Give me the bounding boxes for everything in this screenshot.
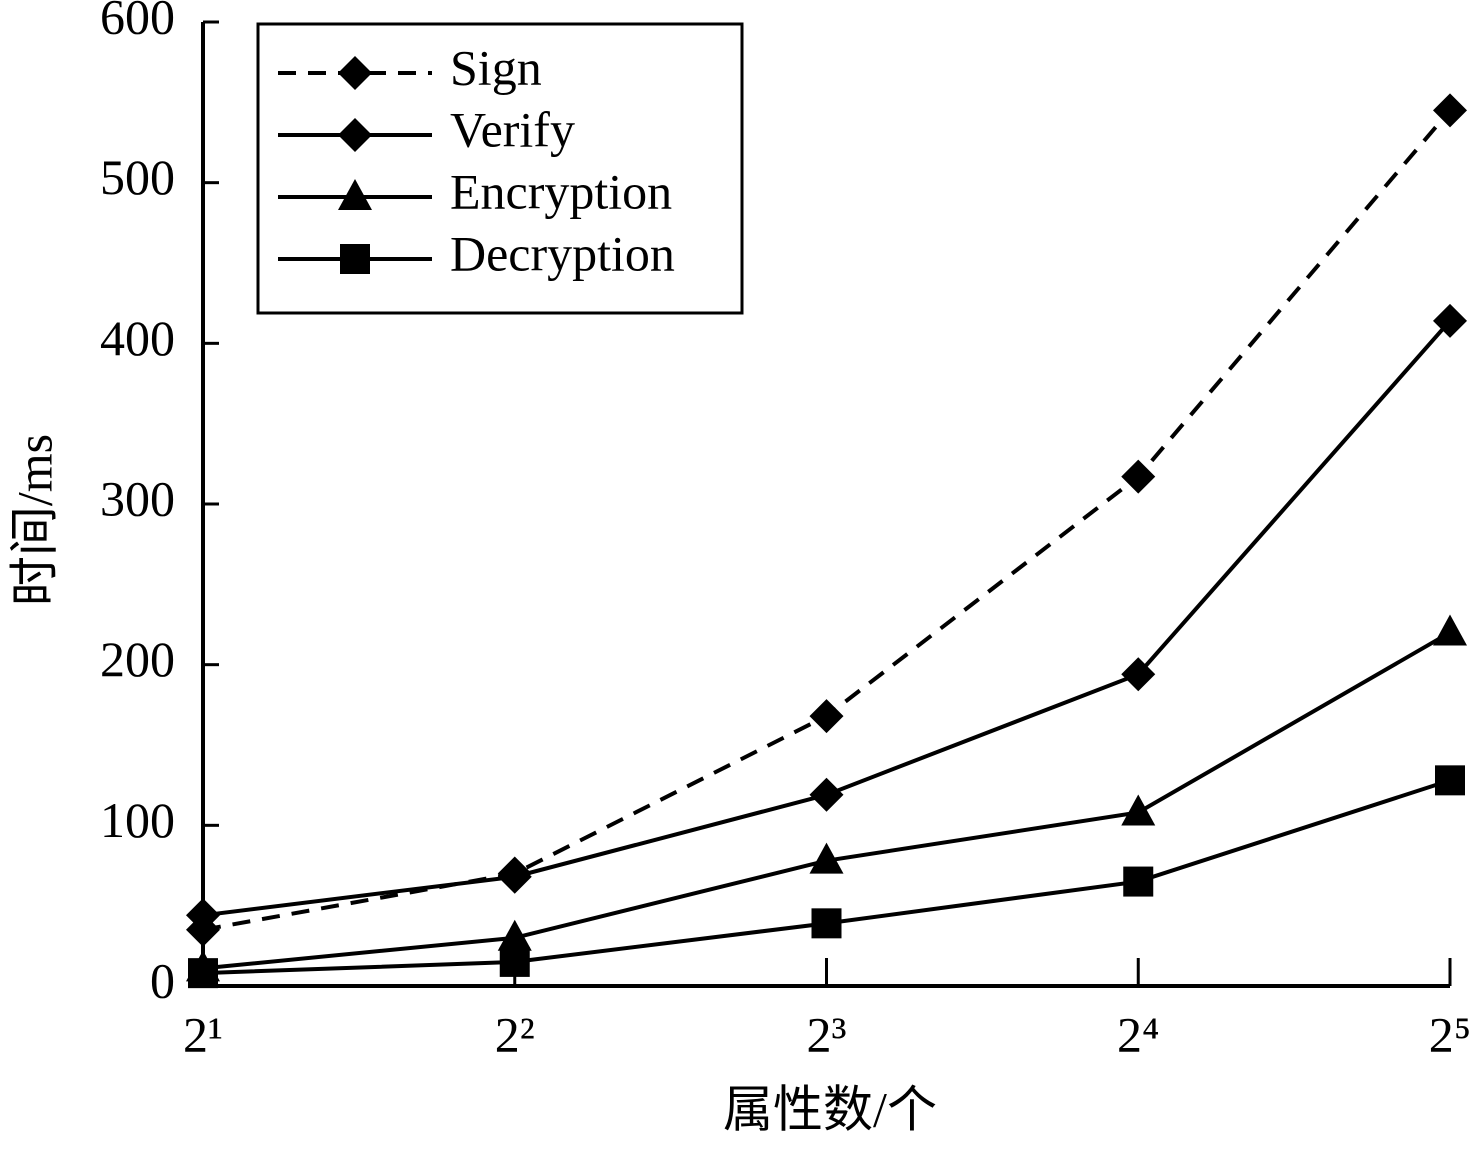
y-tick-label: 200 [100,631,175,687]
y-tick-label: 600 [100,0,175,44]
x-tick-label: 2² [495,1006,535,1062]
y-tick-label: 400 [100,310,175,366]
marker [1121,459,1156,494]
legend-label: Verify [450,101,575,157]
marker [1433,93,1467,128]
marker [811,908,842,939]
marker [186,898,220,933]
legend-label: Encryption [450,163,672,219]
x-tick-label: 2⁴ [1117,1006,1159,1062]
y-tick-label: 0 [150,952,175,1008]
marker [340,244,370,274]
x-tick-label: 2³ [807,1006,847,1062]
y-tick-label: 100 [100,792,175,848]
marker [1433,303,1467,338]
marker [809,842,844,874]
legend-label: Sign [450,39,542,95]
marker [1121,794,1156,826]
marker [338,56,372,90]
marker [1435,765,1465,796]
marker [1121,657,1156,692]
marker [188,958,218,989]
x-tick-label: 2⁵ [1429,1006,1471,1062]
y-tick-label: 500 [100,149,175,205]
marker [1123,866,1154,897]
marker [497,919,532,951]
marker [338,179,372,210]
marker [497,859,532,894]
y-tick-label: 300 [100,470,175,526]
x-tick-label: 2¹ [183,1006,223,1062]
series-line [202,319,1452,918]
y-axis-label: 时间/ms [6,434,62,606]
marker [809,777,844,812]
marker [809,699,844,734]
legend-label: Decryption [450,225,675,281]
marker [338,118,372,152]
marker [499,946,530,977]
x-axis-label: 属性数/个 [723,1081,937,1137]
marker [1433,614,1467,646]
